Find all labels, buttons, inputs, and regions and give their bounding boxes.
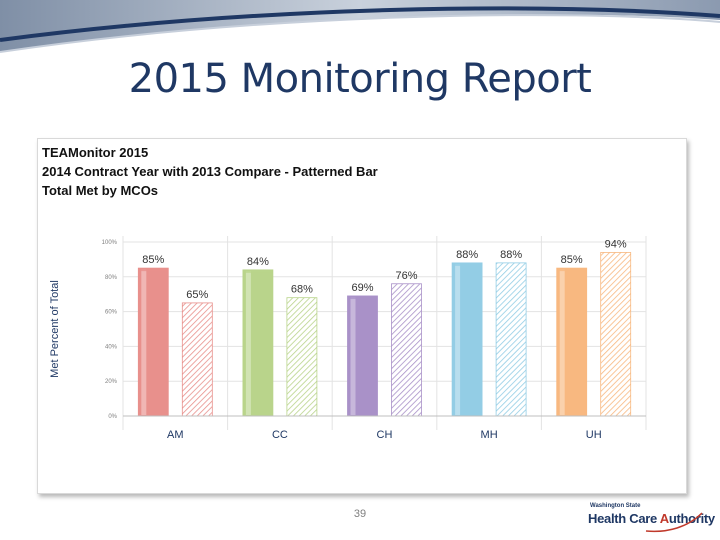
- data-label: 88%: [500, 249, 522, 261]
- y-tick-label: 20%: [105, 379, 118, 385]
- bar-highlight: [141, 269, 147, 415]
- bar-solid: [137, 267, 169, 417]
- bar-cap: [138, 268, 169, 272]
- x-tick-label: CC: [272, 429, 288, 441]
- data-label: 76%: [395, 270, 417, 282]
- bar-highlight: [245, 270, 251, 415]
- hca-logo: Washington State Health Care Authority: [588, 503, 715, 535]
- logo-state-text: Washington State: [590, 503, 641, 509]
- data-label: 85%: [142, 254, 164, 266]
- bar-hatched: [286, 297, 318, 417]
- y-tick-label: 60%: [105, 310, 118, 316]
- bar-cap: [452, 262, 483, 266]
- bar-hatched: [600, 252, 632, 417]
- data-label: 85%: [561, 254, 583, 266]
- bar-solid: [347, 295, 378, 417]
- page-number: 39: [353, 508, 367, 520]
- bar-hatched: [495, 262, 527, 417]
- bar-hatched: [181, 302, 213, 417]
- x-tick-label: UH: [586, 429, 602, 441]
- x-tick-label: AM: [167, 429, 184, 441]
- logo-swoosh-icon: [645, 512, 703, 533]
- y-tick-label: 100%: [102, 240, 118, 246]
- y-tick-label: 40%: [105, 344, 118, 350]
- y-tick-label: 0%: [108, 414, 117, 420]
- data-label: 94%: [605, 238, 627, 250]
- bar-hatched: [391, 283, 422, 417]
- bar-highlight: [559, 269, 565, 415]
- logo-agency-text: Health Care Authority: [588, 511, 715, 526]
- slide-title: 2015 Monitoring Report: [128, 56, 592, 102]
- chart-title: TEAMonitor 2015: [42, 145, 149, 160]
- bar-cap: [242, 269, 273, 273]
- data-label: 69%: [351, 282, 373, 294]
- y-tick-label: 80%: [105, 275, 118, 281]
- data-label: 68%: [291, 284, 313, 296]
- chart-panel: TEAMonitor 2015 2014 Contract Year with …: [37, 138, 687, 494]
- x-tick-label: MH: [481, 429, 498, 441]
- chart-subtitle: 2014 Contract Year with 2013 Compare - P…: [42, 164, 378, 179]
- slide-header-band: [0, 0, 720, 53]
- bar-highlight: [455, 263, 461, 415]
- y-axis-label: Met Percent of Total: [49, 280, 61, 378]
- data-label: 84%: [247, 256, 269, 268]
- bar-cap: [347, 295, 378, 299]
- chart-subtitle-2: Total Met by MCOs: [42, 183, 159, 198]
- bar-highlight: [350, 296, 356, 415]
- bar-cap: [556, 268, 587, 272]
- data-label: 65%: [186, 289, 208, 301]
- bar-solid: [242, 269, 274, 417]
- x-tick-label: CH: [377, 429, 393, 441]
- bar-chart: 0% 20% 40% 60% 80% 100% 85% 65% AM 84% 68% CC 69% 76%…: [49, 236, 647, 441]
- data-label: 88%: [456, 249, 478, 261]
